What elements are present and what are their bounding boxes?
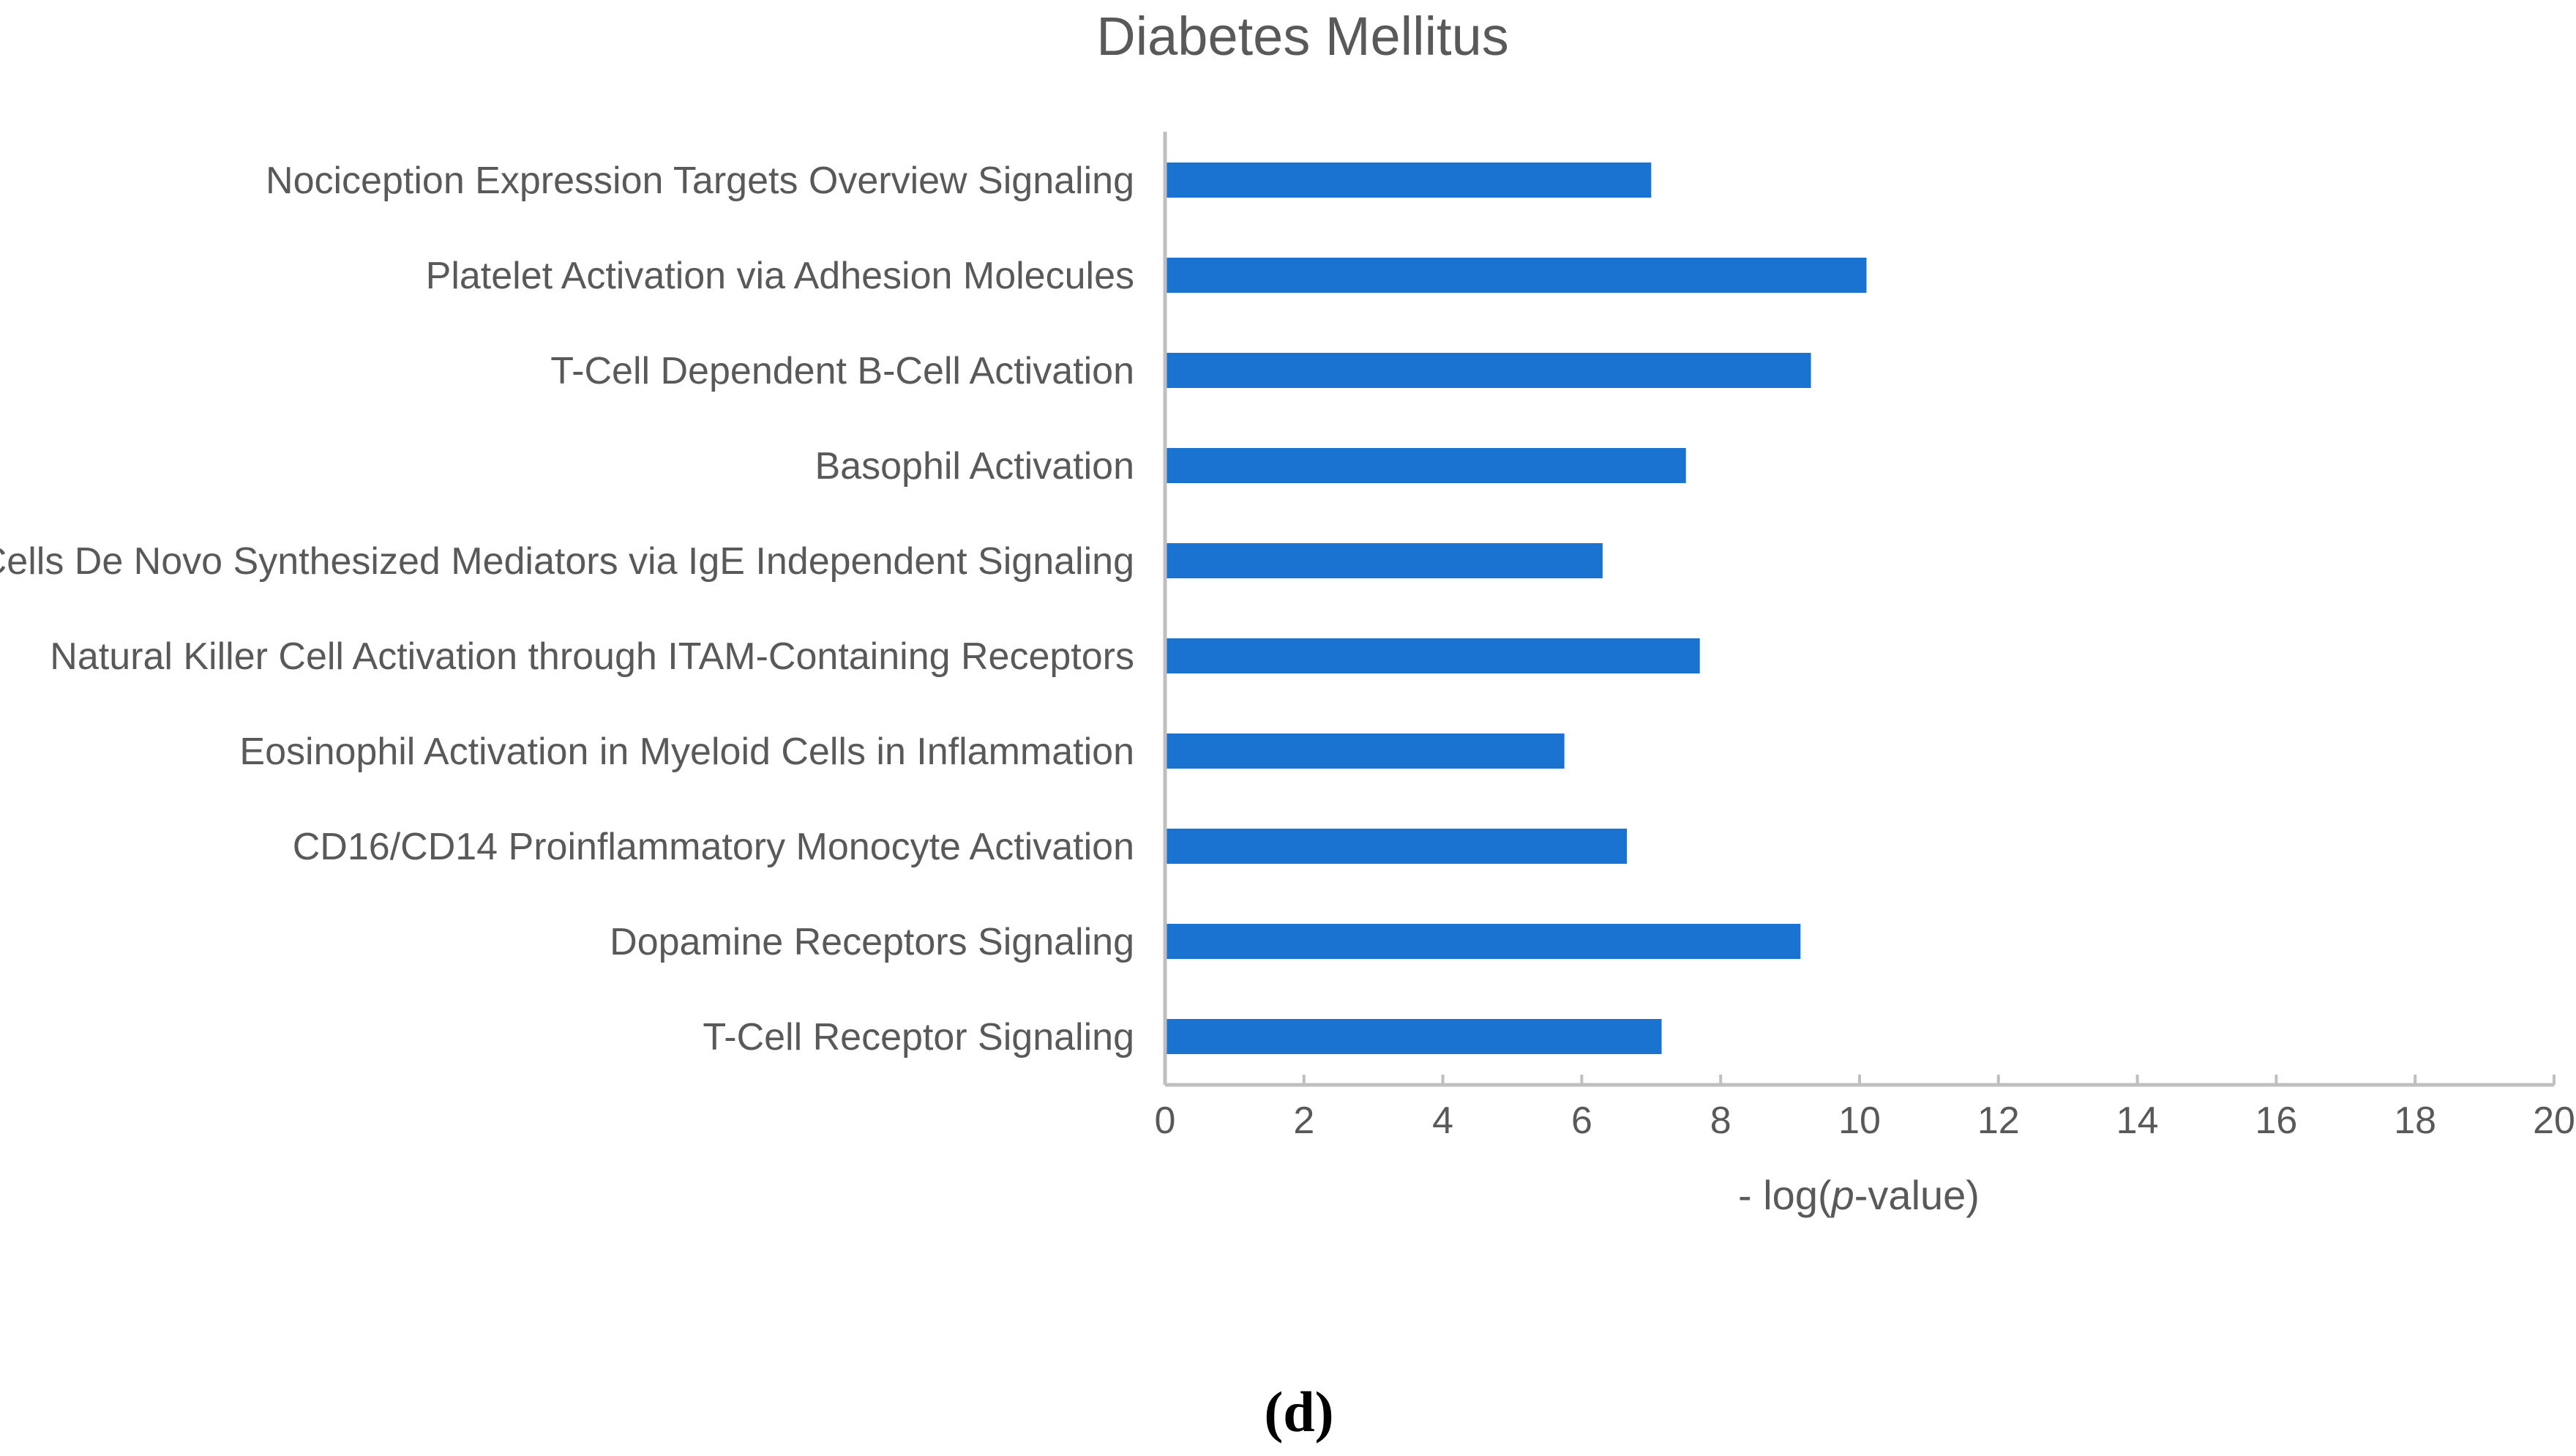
- bar: [1165, 448, 1686, 483]
- category-label: Nociception Expression Targets Overview …: [266, 160, 1134, 202]
- x-tick-label: 2: [1293, 1100, 1314, 1142]
- category-label: Basophil Activation: [815, 445, 1135, 488]
- x-axis-title-italic: p: [1830, 1172, 1854, 1218]
- axes-group: [1163, 132, 2556, 1087]
- bar: [1165, 638, 1700, 673]
- category-label: Natural Killer Cell Activation through I…: [50, 635, 1134, 678]
- x-tick-label: 8: [1710, 1100, 1731, 1142]
- bar: [1165, 543, 1603, 578]
- category-labels: Nociception Expression Targets Overview …: [0, 160, 1134, 1059]
- x-axis-title: - log(p-value): [1738, 1172, 1980, 1218]
- x-tick-label: 10: [1838, 1100, 1881, 1142]
- bar: [1165, 353, 1811, 388]
- bar: [1165, 258, 1867, 293]
- x-tick-labels: 0 2 4 6 8 10 12 14 16 18 20: [1155, 1100, 2575, 1142]
- x-tick-label: 12: [1977, 1100, 2020, 1142]
- bars-group: [1165, 163, 1867, 1054]
- bar: [1165, 924, 1801, 959]
- bar: [1165, 733, 1565, 769]
- category-label: Mast-Cells De Novo Synthesized Mediators…: [0, 540, 1134, 583]
- x-axis-title-prefix: - log(: [1738, 1172, 1832, 1218]
- x-tick-label: 16: [2255, 1100, 2297, 1142]
- x-tick-label: 14: [2116, 1100, 2159, 1142]
- x-tick-label: 18: [2394, 1100, 2436, 1142]
- bar: [1165, 163, 1652, 198]
- category-label: CD16/CD14 Proinflammatory Monocyte Activ…: [293, 826, 1134, 868]
- category-label: Platelet Activation via Adhesion Molecul…: [426, 255, 1134, 297]
- category-label: Eosinophil Activation in Myeloid Cells i…: [239, 731, 1134, 773]
- bar: [1165, 829, 1628, 864]
- x-axis-title-suffix: -value): [1854, 1172, 1980, 1218]
- x-tick-label: 4: [1432, 1100, 1453, 1142]
- category-label: T-Cell Dependent B-Cell Activation: [550, 350, 1134, 392]
- x-tick-label: 6: [1571, 1100, 1592, 1142]
- category-label: Dopamine Receptors Signaling: [610, 921, 1134, 963]
- panel-label: (d): [1264, 1380, 1333, 1444]
- x-tick-label: 0: [1155, 1100, 1176, 1142]
- x-tick-label: 20: [2533, 1100, 2575, 1142]
- chart-title: Diabetes Mellitus: [1096, 6, 1508, 67]
- category-label: T-Cell Receptor Signaling: [703, 1016, 1134, 1059]
- bar: [1165, 1019, 1662, 1054]
